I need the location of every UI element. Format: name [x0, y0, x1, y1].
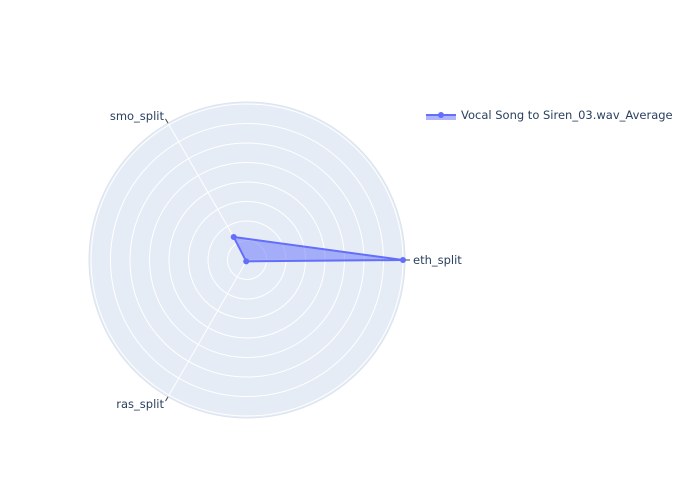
- data-point-ras_split[interactable]: [243, 258, 250, 265]
- angular-axis-labels: eth_split smo_split ras_split: [110, 109, 462, 411]
- axis-tick-ras_split: [165, 396, 169, 402]
- data-point-smo_split[interactable]: [230, 234, 237, 241]
- axis-line-ras_split: [168, 259, 248, 396]
- axis-label-smo_split: smo_split: [110, 109, 165, 123]
- axis-tick-smo_split: [165, 118, 169, 124]
- legend-swatch-marker: [438, 112, 444, 118]
- legend[interactable]: Vocal Song to Siren_03.wav_Average: [426, 108, 673, 122]
- axis-label-eth_split: eth_split: [413, 253, 462, 267]
- legend-label: Vocal Song to Siren_03.wav_Average: [461, 108, 673, 122]
- data-point-eth_split[interactable]: [400, 257, 406, 263]
- axis-label-ras_split: ras_split: [116, 397, 164, 411]
- series-layer: [230, 234, 406, 265]
- series-area: [232, 236, 404, 263]
